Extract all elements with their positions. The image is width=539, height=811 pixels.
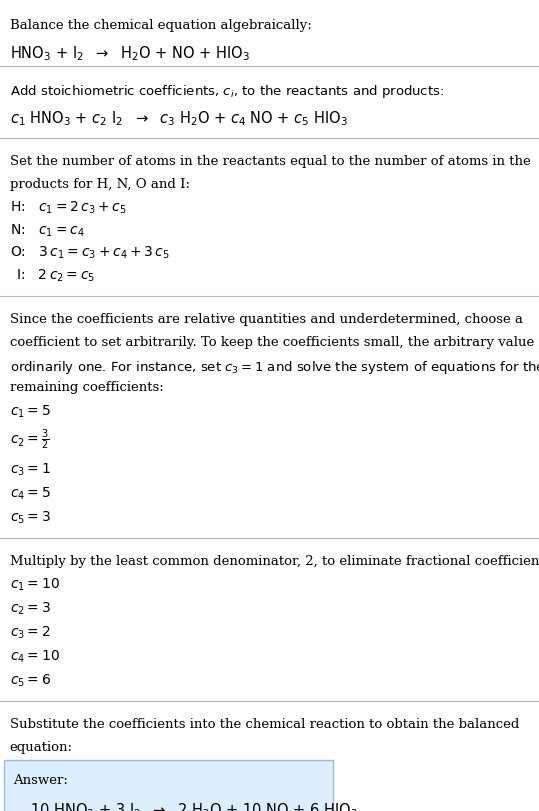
Text: $c_5 = 6$: $c_5 = 6$ (10, 672, 51, 688)
Text: products for H, N, O and I:: products for H, N, O and I: (10, 178, 190, 191)
Text: ordinarily one. For instance, set $c_3 = 1$ and solve the system of equations fo: ordinarily one. For instance, set $c_3 =… (10, 358, 539, 375)
Text: equation:: equation: (10, 740, 73, 753)
Text: remaining coefficients:: remaining coefficients: (10, 381, 163, 394)
Text: Multiply by the least common denominator, 2, to eliminate fractional coefficient: Multiply by the least common denominator… (10, 554, 539, 567)
Text: $c_2 = \frac{3}{2}$: $c_2 = \frac{3}{2}$ (10, 427, 49, 451)
Text: $c_1 = 10$: $c_1 = 10$ (10, 576, 60, 593)
Text: Balance the chemical equation algebraically:: Balance the chemical equation algebraica… (10, 19, 312, 32)
Text: I:   $2\,c_2 = c_5$: I: $2\,c_2 = c_5$ (16, 268, 95, 284)
Text: HNO$_3$ + I$_2$  $\rightarrow$  H$_2$O + NO + HIO$_3$: HNO$_3$ + I$_2$ $\rightarrow$ H$_2$O + N… (10, 45, 250, 63)
Text: O:   $3\,c_1 = c_3 + c_4 + 3\,c_5$: O: $3\,c_1 = c_3 + c_4 + 3\,c_5$ (10, 245, 169, 261)
Text: $c_3 = 2$: $c_3 = 2$ (10, 624, 50, 640)
Text: $c_1 = 5$: $c_1 = 5$ (10, 403, 51, 419)
Text: N:   $c_1 = c_4$: N: $c_1 = c_4$ (10, 222, 85, 238)
Text: 10 HNO$_3$ + 3 I$_2$  $\rightarrow$  2 H$_2$O + 10 NO + 6 HIO$_3$: 10 HNO$_3$ + 3 I$_2$ $\rightarrow$ 2 H$_… (30, 800, 358, 811)
Text: Since the coefficients are relative quantities and underdetermined, choose a: Since the coefficients are relative quan… (10, 313, 523, 326)
FancyBboxPatch shape (4, 761, 333, 811)
Text: $c_5 = 3$: $c_5 = 3$ (10, 508, 51, 525)
Text: Set the number of atoms in the reactants equal to the number of atoms in the: Set the number of atoms in the reactants… (10, 155, 530, 168)
Text: Add stoichiometric coefficients, $c_i$, to the reactants and products:: Add stoichiometric coefficients, $c_i$, … (10, 84, 444, 101)
Text: $c_4 = 5$: $c_4 = 5$ (10, 485, 51, 501)
Text: Answer:: Answer: (13, 773, 68, 786)
Text: H:   $c_1 = 2\,c_3 + c_5$: H: $c_1 = 2\,c_3 + c_5$ (10, 200, 127, 216)
Text: $c_2 = 3$: $c_2 = 3$ (10, 600, 51, 616)
Text: coefficient to set arbitrarily. To keep the coefficients small, the arbitrary va: coefficient to set arbitrarily. To keep … (10, 336, 539, 349)
Text: $c_1$ HNO$_3$ + $c_2$ I$_2$  $\rightarrow$  $c_3$ H$_2$O + $c_4$ NO + $c_5$ HIO$: $c_1$ HNO$_3$ + $c_2$ I$_2$ $\rightarrow… (10, 109, 348, 128)
Text: $c_4 = 10$: $c_4 = 10$ (10, 648, 60, 664)
Text: Substitute the coefficients into the chemical reaction to obtain the balanced: Substitute the coefficients into the che… (10, 717, 519, 730)
Text: $c_3 = 1$: $c_3 = 1$ (10, 461, 51, 478)
